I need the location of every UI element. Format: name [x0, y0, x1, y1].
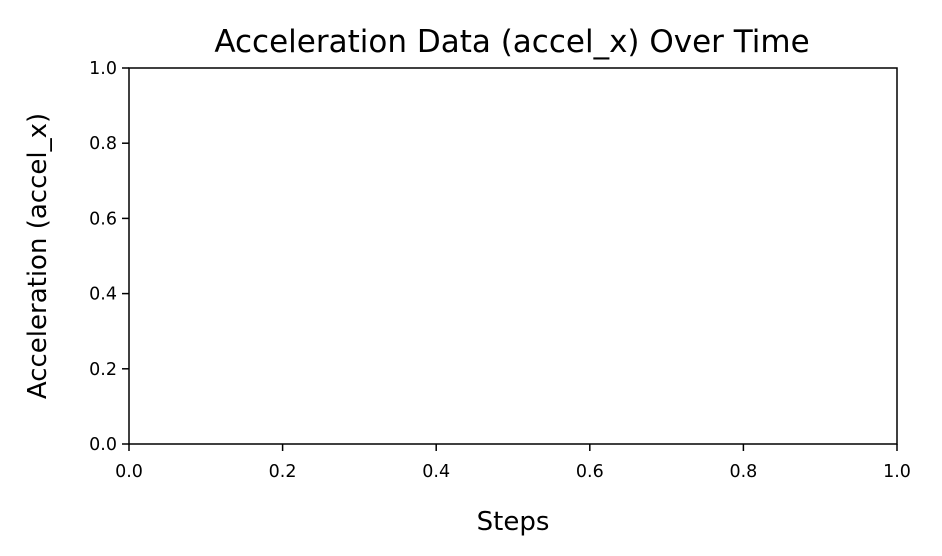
ticks: 0.0 0.2 0.4 0.6 0.8 1.0 0.0 0.2 0.4 0.6 0.8 1.0 — [89, 59, 911, 482]
x-tick-label: 0.4 — [422, 462, 450, 482]
x-tick-label: 0.0 — [115, 462, 143, 482]
plot-area — [128, 67, 898, 445]
chart-title: Acceleration Data (accel_x) Over Time — [214, 24, 809, 60]
y-tick-label: 1.0 — [89, 59, 117, 79]
y-tick-label: 0.2 — [89, 360, 117, 380]
y-axis-label: Acceleration (accel_x) — [23, 113, 53, 399]
x-tick-label: 0.2 — [269, 462, 297, 482]
y-tick-label: 0.8 — [89, 134, 117, 154]
y-tick-label: 0.0 — [89, 435, 117, 455]
x-axis-label: Steps — [477, 507, 550, 537]
x-tick-label: 0.6 — [576, 462, 604, 482]
x-tick-label: 0.8 — [729, 462, 757, 482]
y-tick-label: 0.6 — [89, 209, 117, 229]
y-tick-label: 0.4 — [89, 285, 117, 305]
x-tick-label: 1.0 — [883, 462, 911, 482]
